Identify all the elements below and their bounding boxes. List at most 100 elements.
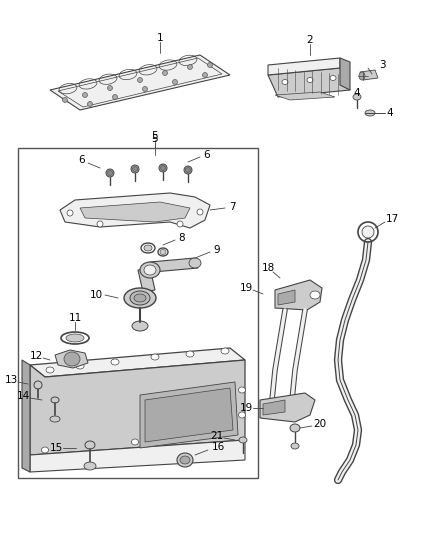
Ellipse shape — [177, 221, 183, 227]
Ellipse shape — [67, 210, 73, 216]
Ellipse shape — [186, 167, 191, 173]
Ellipse shape — [34, 381, 42, 389]
Ellipse shape — [144, 245, 152, 251]
Text: 5: 5 — [152, 131, 158, 141]
Text: 10: 10 — [89, 290, 102, 300]
Ellipse shape — [362, 226, 374, 238]
Polygon shape — [260, 393, 315, 422]
Ellipse shape — [359, 72, 365, 80]
Text: 18: 18 — [261, 263, 275, 273]
Polygon shape — [50, 55, 230, 110]
Text: 6: 6 — [204, 150, 210, 160]
Text: 9: 9 — [214, 245, 220, 255]
Polygon shape — [30, 360, 245, 455]
Polygon shape — [140, 382, 238, 448]
Ellipse shape — [187, 64, 192, 69]
Polygon shape — [263, 400, 285, 415]
Text: 7: 7 — [229, 202, 235, 212]
Polygon shape — [275, 92, 335, 100]
Ellipse shape — [202, 72, 208, 77]
Ellipse shape — [291, 443, 299, 449]
Text: 13: 13 — [4, 375, 18, 385]
Text: 19: 19 — [240, 403, 253, 413]
Ellipse shape — [76, 363, 84, 369]
Ellipse shape — [85, 441, 95, 449]
Text: 1: 1 — [157, 33, 163, 43]
Ellipse shape — [131, 439, 138, 445]
Text: 5: 5 — [152, 134, 158, 144]
Text: 6: 6 — [79, 155, 85, 165]
Ellipse shape — [107, 85, 113, 91]
Ellipse shape — [330, 76, 336, 80]
Polygon shape — [275, 280, 322, 310]
Ellipse shape — [84, 462, 96, 470]
Ellipse shape — [144, 265, 156, 275]
Ellipse shape — [124, 288, 156, 308]
Ellipse shape — [51, 397, 59, 403]
Ellipse shape — [42, 447, 49, 453]
Ellipse shape — [173, 79, 177, 85]
Text: 21: 21 — [210, 431, 224, 441]
Ellipse shape — [189, 258, 201, 268]
Ellipse shape — [160, 166, 166, 171]
Ellipse shape — [160, 249, 166, 254]
Text: 4: 4 — [387, 108, 393, 118]
Polygon shape — [360, 70, 378, 80]
Ellipse shape — [177, 453, 193, 467]
Polygon shape — [145, 388, 233, 442]
Ellipse shape — [133, 166, 138, 172]
Ellipse shape — [138, 77, 142, 83]
Bar — [18, 148, 258, 478]
Ellipse shape — [66, 334, 84, 342]
Ellipse shape — [307, 77, 313, 83]
Polygon shape — [268, 58, 340, 75]
Ellipse shape — [310, 291, 320, 299]
Ellipse shape — [82, 93, 88, 98]
Polygon shape — [278, 290, 295, 305]
Ellipse shape — [134, 294, 146, 302]
Ellipse shape — [290, 424, 300, 432]
Ellipse shape — [282, 79, 288, 85]
Text: 11: 11 — [68, 313, 81, 323]
Ellipse shape — [197, 209, 203, 215]
Polygon shape — [30, 348, 245, 377]
Ellipse shape — [186, 351, 194, 357]
Text: 15: 15 — [49, 443, 63, 453]
Ellipse shape — [107, 171, 113, 175]
Ellipse shape — [162, 70, 167, 76]
Ellipse shape — [365, 110, 375, 116]
Ellipse shape — [239, 387, 246, 393]
Ellipse shape — [151, 354, 159, 360]
Ellipse shape — [239, 437, 247, 443]
Ellipse shape — [140, 262, 160, 278]
Ellipse shape — [64, 352, 80, 366]
Text: 8: 8 — [179, 233, 185, 243]
Ellipse shape — [353, 94, 361, 100]
Polygon shape — [60, 193, 210, 228]
Ellipse shape — [208, 62, 212, 68]
Ellipse shape — [159, 164, 167, 172]
Ellipse shape — [132, 321, 148, 331]
Ellipse shape — [46, 367, 54, 373]
Ellipse shape — [113, 94, 117, 100]
Ellipse shape — [221, 348, 229, 354]
Ellipse shape — [88, 101, 92, 107]
Polygon shape — [80, 202, 190, 222]
Text: 14: 14 — [16, 391, 30, 401]
Text: 3: 3 — [379, 60, 385, 70]
Ellipse shape — [180, 456, 190, 464]
Ellipse shape — [131, 165, 139, 173]
Polygon shape — [340, 58, 350, 90]
Polygon shape — [55, 350, 88, 368]
Polygon shape — [22, 360, 30, 472]
Text: 20: 20 — [314, 419, 327, 429]
Text: 16: 16 — [212, 442, 225, 452]
Ellipse shape — [86, 442, 93, 448]
Text: 4: 4 — [354, 88, 360, 98]
Ellipse shape — [184, 166, 192, 174]
Polygon shape — [150, 258, 198, 272]
Ellipse shape — [239, 412, 246, 418]
Ellipse shape — [106, 169, 114, 177]
Polygon shape — [268, 68, 350, 97]
Polygon shape — [30, 440, 245, 472]
